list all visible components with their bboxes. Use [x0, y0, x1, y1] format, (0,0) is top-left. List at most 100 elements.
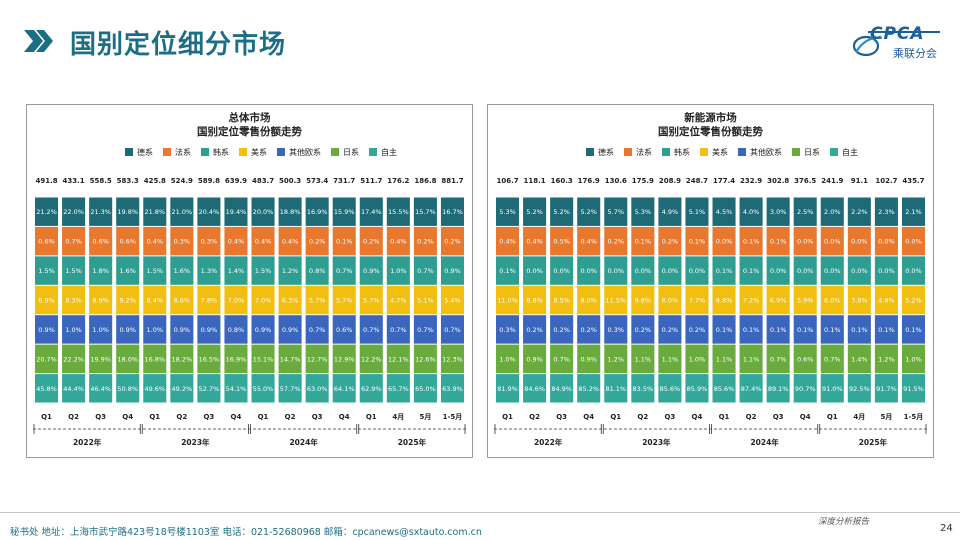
bar-segment	[170, 256, 194, 285]
bar-segment	[901, 256, 925, 285]
total-label: 881.7	[441, 177, 463, 185]
bar-segment	[496, 374, 520, 403]
bar-segment	[143, 256, 167, 285]
bar-segment	[631, 374, 655, 403]
bar-segment	[766, 374, 790, 403]
category-label: Q2	[176, 413, 187, 421]
data-label: 0.1%	[743, 267, 760, 275]
bar-segment	[766, 197, 790, 226]
nev-market-chart-panel: 新能源市场 国别定位零售份额走势 德系 法系 韩系 美系 其他欧系 日系 自主 106.7 118.…	[487, 104, 934, 458]
bar-segment	[35, 197, 59, 226]
data-label: 21.2%	[36, 208, 57, 216]
data-label: 62.9%	[361, 385, 382, 393]
bar-segment	[359, 226, 383, 256]
bar-segment	[874, 285, 898, 315]
bar-segment	[523, 256, 547, 285]
data-label: 54.1%	[226, 385, 247, 393]
bar-segment	[820, 285, 844, 315]
category-label: Q1	[41, 413, 52, 421]
bar-segment	[901, 344, 925, 374]
legend-label: 德系	[137, 147, 153, 157]
bar-segment	[685, 315, 709, 344]
bar-segment	[604, 315, 628, 344]
data-label: 44.4%	[63, 385, 84, 393]
category-label: Q4	[122, 413, 133, 421]
total-label: 130.6	[605, 177, 627, 185]
bar-segment	[278, 226, 302, 256]
data-label: 0.1%	[336, 238, 353, 246]
bar-segment	[793, 344, 817, 374]
data-label: 0.9%	[201, 326, 218, 334]
bar-segment	[550, 374, 574, 403]
data-label: 55.0%	[253, 385, 274, 393]
data-label: 49.6%	[144, 385, 165, 393]
bar-segment	[793, 197, 817, 226]
data-label: 1.8%	[92, 267, 109, 275]
bar-segment	[577, 285, 601, 315]
bar-segment	[658, 256, 682, 285]
data-label: 0.0%	[797, 238, 814, 246]
bar-segment	[496, 226, 520, 256]
data-label: 1.5%	[255, 267, 272, 275]
data-label: 19.4%	[226, 208, 247, 216]
data-label: 0.1%	[716, 326, 733, 334]
data-label: 81.1%	[605, 385, 626, 393]
bar-segment	[496, 285, 520, 315]
bar-segment	[523, 344, 547, 374]
data-label: 85.9%	[687, 385, 708, 393]
data-label: 7.8%	[201, 297, 218, 305]
data-label: 90.7%	[795, 385, 816, 393]
bar-segment	[251, 315, 275, 344]
data-label: 1.6%	[119, 267, 136, 275]
bar-segment	[386, 256, 410, 285]
bar-segment	[550, 315, 574, 344]
legend-swatch	[201, 148, 209, 156]
bar-segment	[440, 226, 464, 256]
bar-segment	[712, 226, 736, 256]
total-label: 491.8	[35, 177, 57, 185]
bar-segment	[847, 226, 871, 256]
data-label: 1.5%	[65, 267, 82, 275]
bar-segment	[658, 344, 682, 374]
data-label: 16.5%	[199, 355, 220, 363]
data-label: 5.7%	[336, 297, 353, 305]
bar-segment	[62, 226, 86, 256]
data-label: 0.7%	[770, 355, 787, 363]
bar-segment	[278, 344, 302, 374]
chart-title: 新能源市场	[684, 111, 737, 124]
category-label: Q1	[502, 413, 513, 421]
data-label: 21.8%	[144, 208, 165, 216]
data-label: 1.0%	[65, 326, 82, 334]
total-label: 176.2	[387, 177, 409, 185]
data-label: 0.7%	[444, 326, 461, 334]
data-label: 20.7%	[36, 355, 57, 363]
data-label: 1.2%	[608, 355, 625, 363]
bar-segment	[874, 315, 898, 344]
data-label: 0.5%	[553, 238, 570, 246]
bar-segment	[143, 344, 167, 374]
data-label: 0.4%	[499, 238, 516, 246]
data-label: 2.5%	[797, 208, 814, 216]
data-label: 1.4%	[851, 355, 868, 363]
bar-segment	[712, 344, 736, 374]
bar-segment	[89, 197, 113, 226]
data-label: 0.4%	[228, 238, 245, 246]
bar-segment	[332, 226, 356, 256]
bar-segment	[820, 374, 844, 403]
category-label: Q2	[529, 413, 540, 421]
total-label: 118.1	[524, 177, 546, 185]
category-label: 5月	[419, 413, 431, 421]
bar-segment	[496, 256, 520, 285]
bar-segment	[35, 256, 59, 285]
data-label: 5.3%	[499, 208, 516, 216]
data-label: 20.4%	[199, 208, 220, 216]
legend-swatch	[662, 148, 670, 156]
bar-segment	[766, 315, 790, 344]
total-label: 376.5	[794, 177, 816, 185]
bar-segment	[739, 226, 763, 256]
bar-segment	[332, 197, 356, 226]
bar-segment	[658, 285, 682, 315]
data-label: 0.7%	[417, 326, 434, 334]
bar-segment	[658, 315, 682, 344]
bar-segment	[305, 344, 329, 374]
